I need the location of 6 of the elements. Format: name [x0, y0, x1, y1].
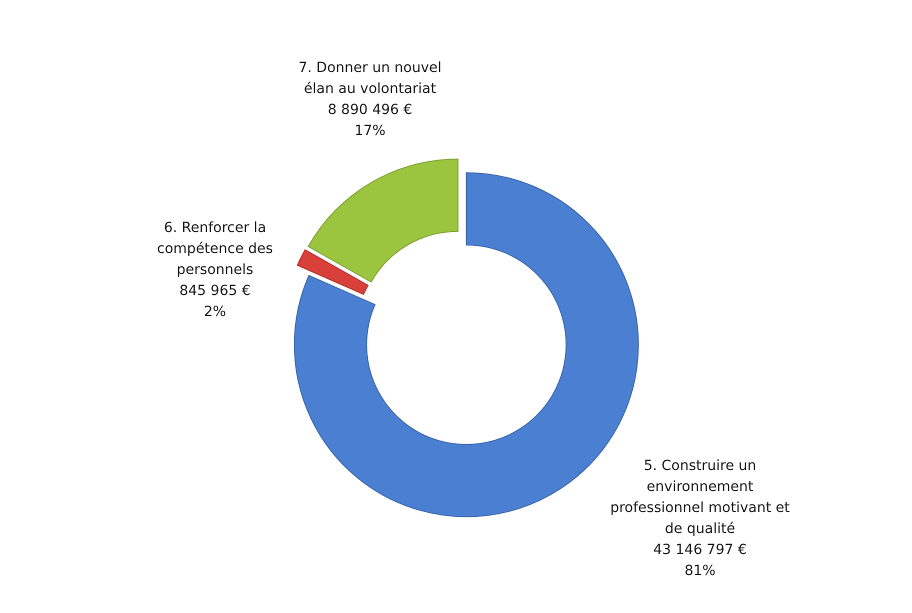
slice-label: 6. Renforcer la compétence des personnels [157, 220, 273, 278]
data-label: 845 965 € 2% [179, 283, 251, 320]
data-label: 43 146 797 € 81% [653, 542, 747, 579]
slice-label: 5. Construire un environnement professionnel motivant et de qualité [610, 458, 790, 537]
data-label: 8 890 496 € 17% [328, 102, 412, 139]
slice-label: 7. Donner un nouvel élan au volontariat [298, 60, 442, 97]
